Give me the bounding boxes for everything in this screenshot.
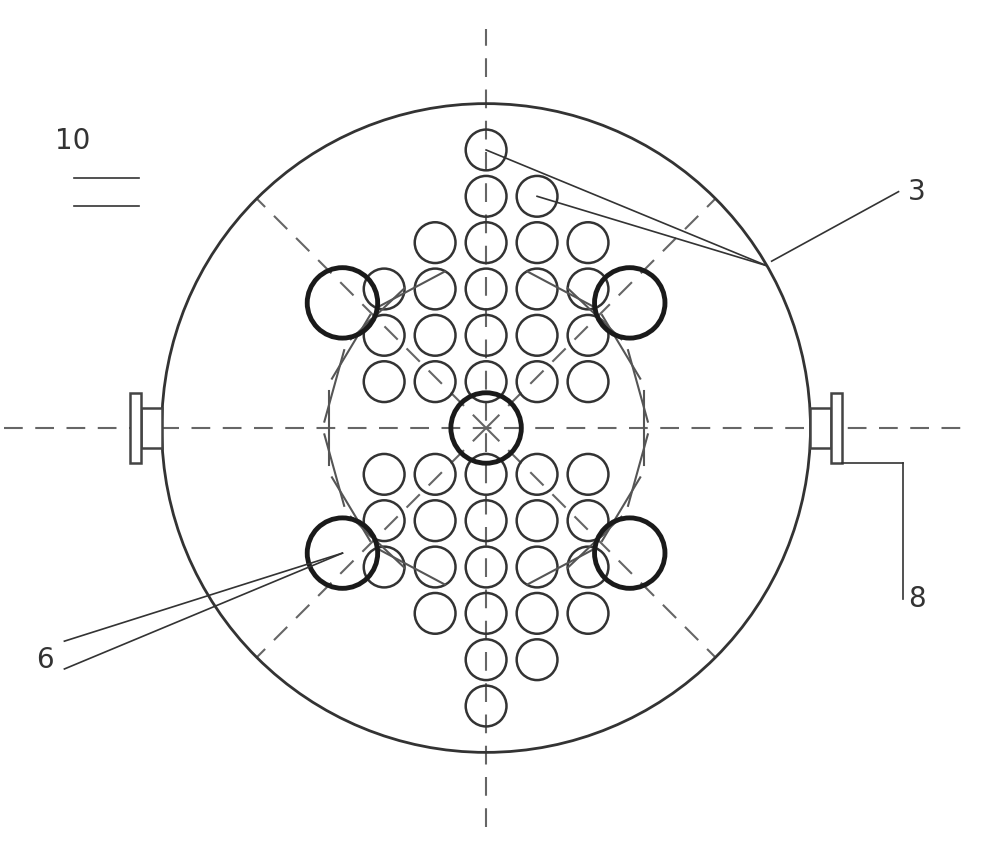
Text: 6: 6 bbox=[37, 645, 54, 674]
Text: 3: 3 bbox=[908, 178, 926, 205]
Text: 10: 10 bbox=[55, 127, 91, 155]
Bar bbox=[130, 393, 141, 463]
Text: 8: 8 bbox=[908, 586, 925, 614]
Bar bbox=[831, 393, 842, 463]
Bar bbox=[810, 407, 831, 449]
Bar bbox=[141, 407, 162, 449]
